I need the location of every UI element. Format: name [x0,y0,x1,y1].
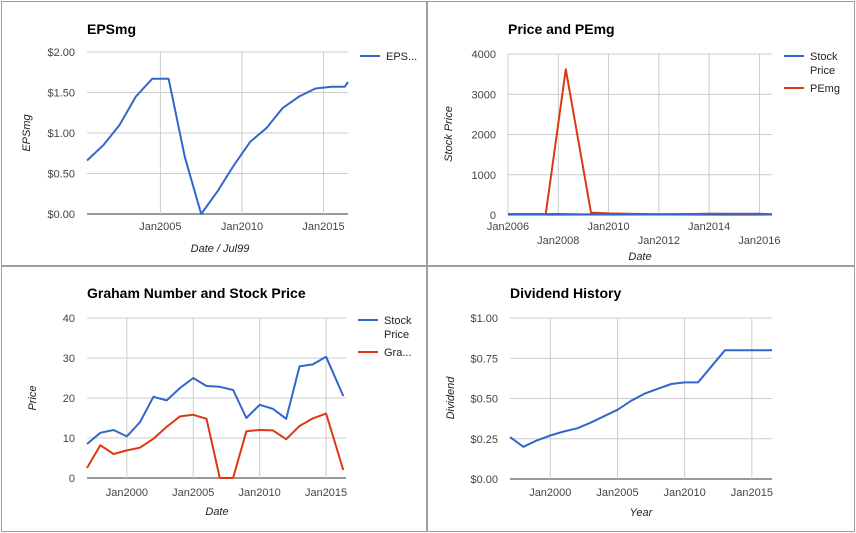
x-axis-title: Date [205,506,228,518]
x-tick-label: Jan2015 [305,487,347,499]
y-tick-label: $0.00 [47,209,75,221]
legend-label: Stock Price [384,315,412,341]
x-tick-label: Jan2010 [587,221,629,233]
x-axis-title: Year [630,507,654,519]
chart-title: Dividend History [510,285,621,301]
graham-chart-panel: Graham Number and Stock Price 0 10 20 30 40 Ja… [1,266,427,532]
y-tick-label: 1000 [472,170,496,182]
x-axis-title: Date / Jul99 [191,243,250,255]
series-line-2 [507,68,773,216]
y-tick-label: $1.00 [470,313,498,325]
y-tick-label: 40 [63,313,75,325]
y-tick-label: $0.50 [47,169,75,181]
y-tick-label: 2000 [472,130,496,142]
x-tick-label: Jan2010 [664,487,706,499]
legend-label: EPS... [386,51,417,63]
x-tick-label: Jan2010 [221,221,263,233]
y-tick-label: 0 [490,210,496,222]
x-tick-label: Jan2005 [139,221,181,233]
x-tick-label: Jan2005 [172,487,214,499]
price-pe-chart: Price and PEmg 0 1000 2000 3000 4000 Jan2006 Ja… [443,21,840,263]
x-axis-title: Date [628,251,651,263]
x-tick-label: Jan2015 [731,487,773,499]
y-tick-label: 30 [63,353,75,365]
series-line-1 [508,212,773,216]
series-line-1 [86,77,349,215]
x-tick-label: Jan2016 [738,235,780,247]
x-tick-label: Jan2000 [529,487,571,499]
y-tick-label: $1.00 [47,128,75,140]
legend-label: Gra... [384,347,412,359]
y-axis-title: Price [27,385,39,410]
price-pe-chart-panel: Price and PEmg 0 1000 2000 3000 4000 Jan2006 Ja… [427,1,855,266]
series-line-1 [86,355,345,445]
x-tick-label: Jan2008 [537,235,579,247]
y-tick-label: 3000 [472,89,496,101]
x-tick-label: Jan2014 [688,221,730,233]
x-tick-label: Jan2010 [239,487,281,499]
y-tick-label: 0 [69,473,75,485]
series-line-1 [509,349,772,448]
y-axis-title: Stock Price [443,106,455,162]
y-tick-label: $0.50 [470,394,498,406]
y-tick-label: $0.25 [470,434,498,446]
y-tick-label: $1.50 [47,88,75,100]
x-tick-label: Jan2006 [487,221,529,233]
y-tick-label: 4000 [472,49,496,61]
dividend-chart: Dividend History $0.00 $0.25 $0.50 $0.75 $1.0… [445,285,773,519]
eps-chart-panel: EPSmg $0.00 $0.50 $1.00 $1.50 $2.00 Jan2005 Jan… [1,1,427,266]
y-axis-title: EPSmg [21,113,33,151]
x-tick-label: Jan2000 [106,487,148,499]
chart-title: Price and PEmg [508,21,615,37]
series-line-2 [86,412,345,479]
y-axis-title: Dividend [445,376,457,420]
y-tick-label: 20 [63,393,75,405]
dividend-chart-panel: Dividend History $0.00 $0.25 $0.50 $0.75 $1.0… [427,266,855,532]
x-tick-label: Jan2015 [302,221,344,233]
y-tick-label: $0.00 [470,474,498,486]
y-tick-label: $0.75 [470,353,498,365]
chart-title: EPSmg [87,21,136,37]
eps-chart: EPSmg $0.00 $0.50 $1.00 $1.50 $2.00 Jan2005 Jan… [21,21,417,255]
graham-chart: Graham Number and Stock Price 0 10 20 30 40 Ja… [27,285,412,518]
x-tick-label: Jan2005 [596,487,638,499]
y-tick-label: $2.00 [47,47,75,59]
x-tick-label: Jan2012 [638,235,680,247]
chart-title: Graham Number and Stock Price [87,285,306,301]
legend-label: PEmg [810,83,840,95]
y-tick-label: 10 [63,433,75,445]
legend-label: Stock Price [810,51,838,77]
